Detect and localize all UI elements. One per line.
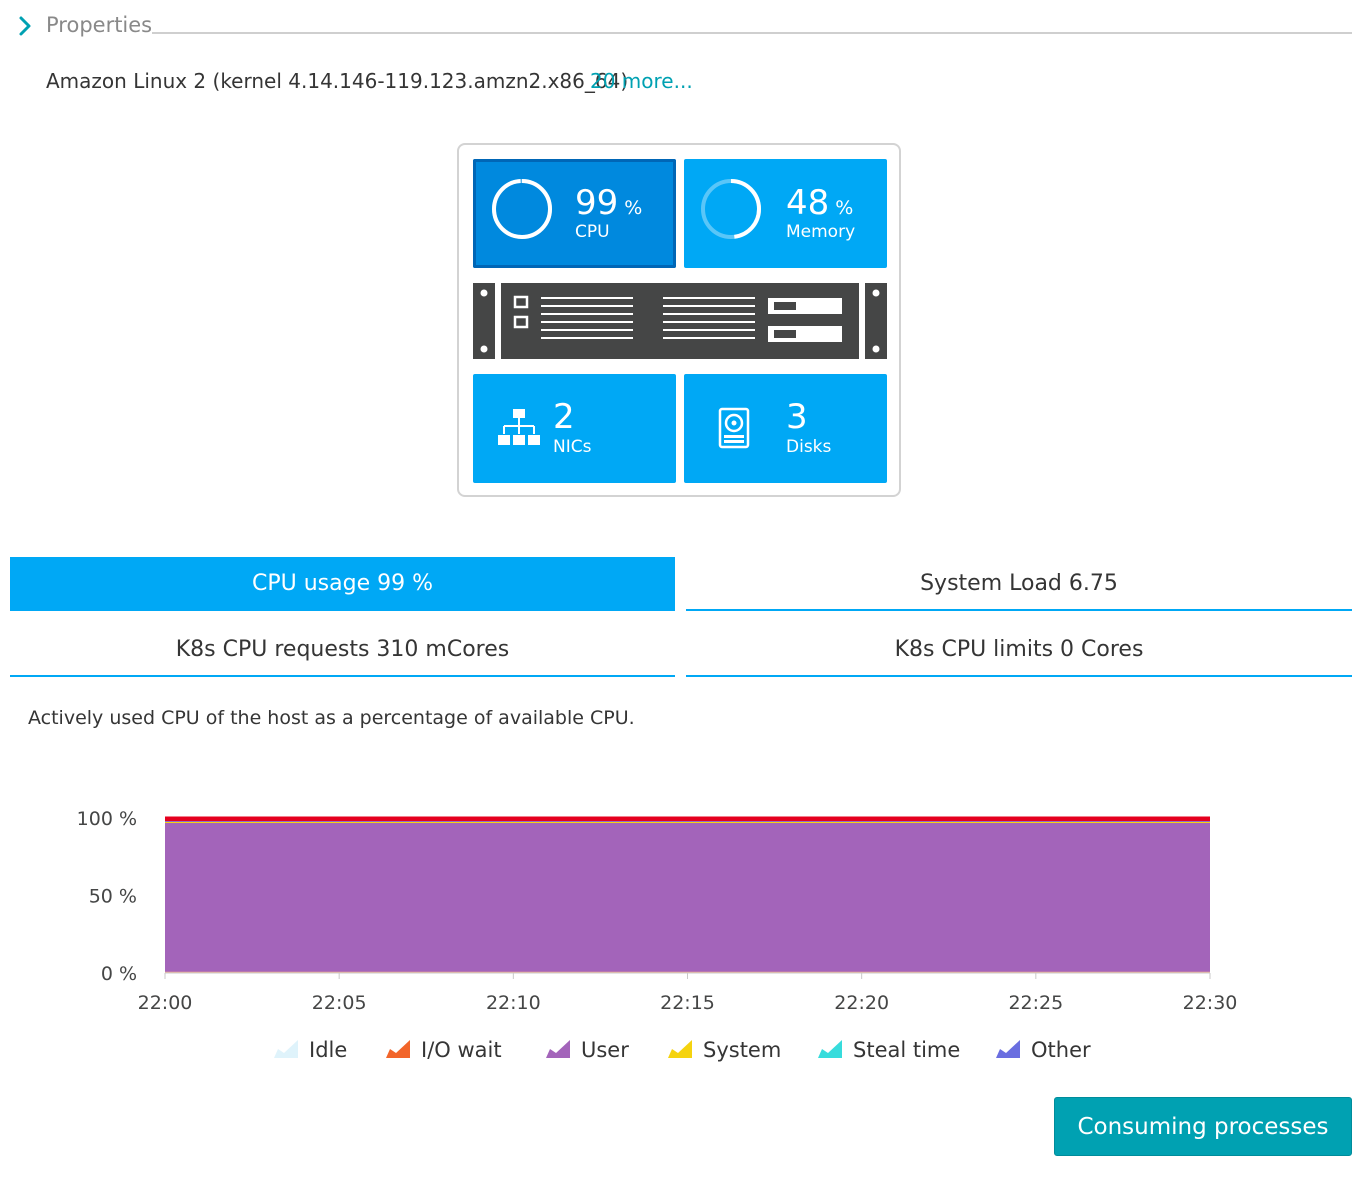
cpu-value: 99: [575, 183, 619, 223]
nics-label: NICs: [553, 437, 592, 457]
disks-label: Disks: [786, 437, 832, 457]
chevron-right-icon[interactable]: [14, 14, 38, 38]
tab-system-load[interactable]: System Load 6.75: [686, 557, 1352, 611]
tab-k8s-cpu-limits[interactable]: K8s CPU limits 0 Cores: [686, 623, 1352, 677]
x-tick-label: 22:05: [312, 992, 367, 1014]
os-info: Amazon Linux 2 (kernel 4.14.146-119.123.…: [46, 69, 629, 93]
x-tick-label: 22:25: [1008, 992, 1063, 1014]
y-tick-label: 0 %: [101, 963, 137, 985]
legend-swatch-idle-icon[interactable]: [274, 1040, 298, 1058]
tab-cpu-usage[interactable]: CPU usage 99 %: [10, 557, 675, 611]
more-properties-link[interactable]: 20 more...: [590, 69, 693, 93]
series-area-user[interactable]: [165, 822, 1210, 972]
legend-label[interactable]: I/O wait: [421, 1038, 502, 1062]
legend-swatch-i-o-wait-icon[interactable]: [386, 1040, 410, 1058]
x-tick-label: 22:00: [138, 992, 193, 1014]
chart-description: Actively used CPU of the host as a perce…: [28, 707, 635, 729]
memory-value: 48: [786, 183, 830, 223]
cpu-value-group: 99%: [575, 186, 642, 225]
legend-swatch-user-icon[interactable]: [546, 1040, 570, 1058]
legend-label[interactable]: System: [703, 1038, 781, 1062]
legend-label[interactable]: Other: [1031, 1038, 1091, 1062]
x-tick-label: 22:30: [1183, 992, 1238, 1014]
x-tick-label: 22:10: [486, 992, 541, 1014]
series-area-system[interactable]: [165, 822, 1210, 823]
memory-ring-icon: [701, 179, 761, 239]
tab-k8s-cpu-requests[interactable]: K8s CPU requests 310 mCores: [10, 623, 675, 677]
memory-tile[interactable]: 48% Memory: [684, 159, 887, 268]
legend-label[interactable]: User: [581, 1038, 629, 1062]
properties-title[interactable]: Properties: [46, 13, 153, 37]
nics-value: 2: [553, 397, 575, 437]
server-rack-icon: [473, 283, 887, 359]
cpu-tile[interactable]: 99% CPU: [473, 159, 676, 268]
memory-unit: %: [835, 197, 854, 219]
cpu-label: CPU: [575, 222, 610, 242]
series-area-other[interactable]: [165, 821, 1210, 823]
cpu-unit: %: [624, 197, 643, 219]
legend-swatch-system-icon[interactable]: [668, 1040, 692, 1058]
network-icon: [498, 409, 540, 445]
legend-swatch-steal-time-icon[interactable]: [818, 1040, 842, 1058]
disk-icon: [718, 407, 750, 449]
disks-value: 3: [786, 397, 808, 437]
nics-tile[interactable]: 2 NICs: [473, 374, 676, 483]
y-tick-label: 100 %: [77, 808, 137, 830]
legend-label[interactable]: Idle: [309, 1038, 347, 1062]
legend-label[interactable]: Steal time: [853, 1038, 960, 1062]
y-tick-label: 50 %: [89, 886, 137, 908]
cpu-ring-icon: [492, 179, 552, 239]
x-tick-label: 22:15: [660, 992, 715, 1014]
memory-label: Memory: [786, 222, 856, 242]
disks-tile[interactable]: 3 Disks: [684, 374, 887, 483]
consuming-processes-button[interactable]: Consuming processes: [1054, 1097, 1352, 1156]
memory-value-group: 48%: [786, 186, 853, 225]
cpu-usage-chart[interactable]: 100 % 50 % 0 %22:00 22:05 22:10 22:15 22:20 22:…: [0, 780, 1370, 1080]
legend-swatch-other-icon[interactable]: [996, 1040, 1020, 1058]
properties-divider: [152, 32, 1352, 34]
x-tick-label: 22:20: [834, 992, 889, 1014]
series-area-top-band: [165, 816, 1210, 822]
